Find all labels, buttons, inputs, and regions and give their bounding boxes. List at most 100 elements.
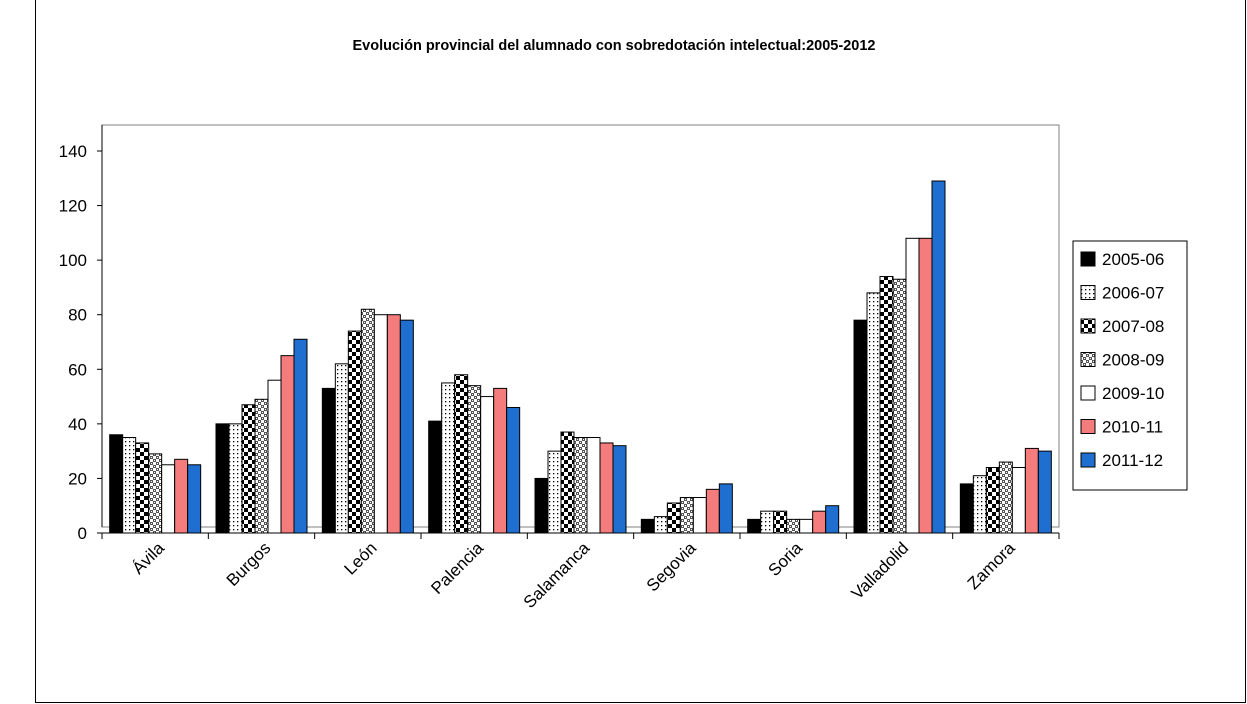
legend-items: 2005-06 2006-07 2007-08 2008-09 2009-10 2010-… [1080, 250, 1164, 470]
bar [321, 387, 336, 534]
y-tick-label: 20 [68, 469, 87, 488]
bar [373, 314, 388, 534]
bar [892, 278, 907, 534]
bar [241, 404, 256, 534]
legend-swatch [1080, 419, 1096, 434]
bar [280, 355, 295, 534]
legend-label: 2011-12 [1102, 451, 1163, 470]
bar [879, 276, 894, 534]
bar [109, 434, 124, 534]
bar [786, 518, 801, 534]
y-tick-label: 40 [68, 415, 87, 434]
bar [612, 445, 627, 534]
legend-swatch [1080, 352, 1096, 367]
bar [718, 483, 733, 534]
bar [547, 450, 562, 534]
bar [215, 423, 230, 534]
legend-label: 2010-11 [1102, 418, 1163, 437]
bar [334, 363, 349, 534]
bar [534, 477, 549, 534]
bar [135, 442, 150, 534]
y-tick-label: 120 [59, 197, 87, 216]
bar [666, 502, 681, 534]
x-tick-label: Soria [764, 538, 806, 580]
bar [918, 237, 933, 534]
bar [386, 314, 401, 534]
bar [812, 510, 827, 534]
bar [187, 464, 202, 534]
bar [972, 475, 987, 534]
y-tick-label: 0 [78, 524, 87, 543]
bar [506, 406, 521, 534]
bar [799, 518, 814, 534]
legend-label: 2008-09 [1102, 351, 1164, 370]
bar [640, 518, 655, 534]
bars [109, 180, 1052, 534]
y-tick-label: 80 [68, 306, 87, 325]
bar [347, 330, 362, 534]
bar [441, 382, 456, 534]
bar [454, 374, 469, 534]
bar [760, 510, 775, 534]
bar [122, 437, 137, 534]
bar [586, 437, 601, 534]
x-tick-label: Segovia [643, 538, 700, 595]
bar [1037, 450, 1052, 534]
bar [679, 497, 694, 534]
x-tick-label: Zamora [964, 538, 1019, 593]
legend-swatch [1080, 452, 1096, 468]
bar [360, 308, 375, 534]
bar [1024, 447, 1039, 534]
bar [692, 497, 707, 534]
bar [228, 423, 243, 534]
y-tick-label: 100 [59, 251, 87, 270]
bar [399, 319, 414, 534]
y-tick-label: 140 [59, 142, 87, 161]
x-tick-label: Palencia [427, 538, 487, 598]
y-tick-label: 60 [68, 360, 87, 379]
legend-swatch [1080, 385, 1096, 401]
bar [931, 180, 946, 534]
bar [905, 237, 920, 534]
bar [653, 516, 668, 534]
legend-label: 2005-06 [1102, 250, 1164, 269]
legend-swatch [1080, 251, 1096, 267]
x-axis: Ávila Burgos León Palencia Salamanca Segovia S… [101, 532, 1060, 612]
bar [174, 458, 189, 534]
bar [560, 431, 575, 534]
bar [825, 505, 840, 534]
legend-swatch [1080, 285, 1096, 300]
bar [467, 385, 482, 534]
x-tick-label: Valladolid [848, 538, 913, 603]
bar [853, 319, 868, 534]
bar [267, 379, 282, 534]
bar [293, 338, 308, 534]
bar [998, 461, 1013, 534]
bar [161, 464, 176, 534]
legend-label: 2006-07 [1102, 284, 1164, 303]
bar [493, 387, 508, 534]
bar [705, 488, 720, 534]
bar [599, 442, 614, 534]
legend-label: 2009-10 [1102, 384, 1164, 403]
bar [866, 292, 881, 534]
bar [573, 437, 588, 534]
bar [773, 510, 788, 534]
x-tick-label: Salamanca [520, 538, 594, 612]
chart-title: Evolución provincial del alumnado con so… [353, 38, 876, 54]
bar [747, 518, 762, 534]
bar [985, 467, 1000, 534]
x-tick-label: León [340, 538, 380, 578]
bar [428, 420, 443, 534]
bar [480, 396, 495, 534]
bar [1011, 467, 1026, 534]
x-tick-label: Burgos [223, 538, 275, 590]
bar [254, 398, 269, 534]
bar [959, 483, 974, 534]
bar [148, 453, 163, 534]
legend-label: 2007-08 [1102, 317, 1164, 336]
x-tick-label: Ávila [128, 538, 168, 578]
legend-swatch [1080, 318, 1096, 334]
y-axis: 0 20 40 60 80 100 120 140 [59, 125, 103, 543]
